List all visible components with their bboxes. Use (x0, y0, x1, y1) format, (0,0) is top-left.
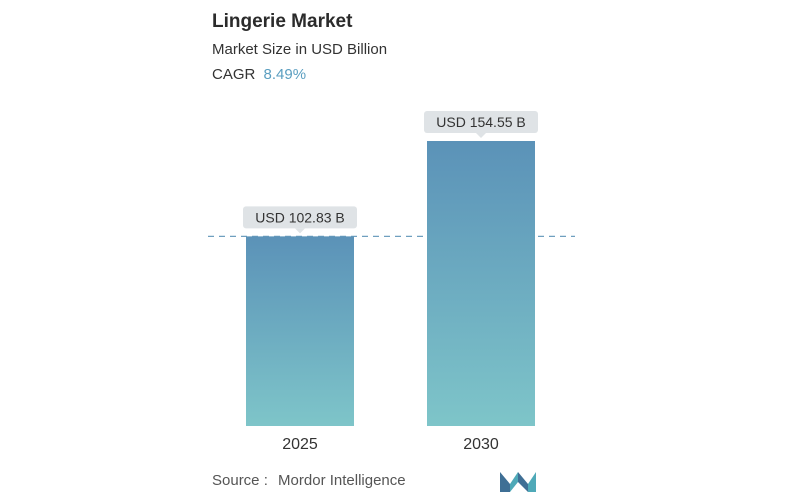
value-label-text: USD 154.55 B (436, 114, 526, 130)
value-label-box (243, 206, 357, 229)
mordor-intelligence-logo-icon (500, 472, 536, 492)
chart-subtitle: Market Size in USD Billion (212, 41, 388, 58)
value-label-box (424, 111, 538, 133)
value-label-pointer (295, 228, 305, 234)
cagr-line: CAGR 8.49% (212, 66, 306, 83)
x-tick-label-2030: 2030 (463, 436, 499, 453)
chart-title: Lingerie Market (212, 11, 353, 32)
bar-2030 (427, 141, 535, 426)
value-label-2030: USD 154.55 B (424, 111, 538, 138)
source-name: Mordor Intelligence (278, 472, 406, 489)
value-label-pointer (476, 133, 486, 138)
x-tick-label-2025: 2025 (282, 436, 318, 453)
cagr-label: CAGR (212, 66, 256, 83)
source-label: Source : (212, 472, 268, 489)
value-label-text: USD 102.83 B (255, 209, 345, 225)
value-label-2025: USD 102.83 B (243, 206, 357, 234)
bar-2025 (246, 236, 354, 426)
cagr-value: 8.49% (263, 66, 307, 83)
source-line: Source : Mordor Intelligence (212, 472, 406, 489)
